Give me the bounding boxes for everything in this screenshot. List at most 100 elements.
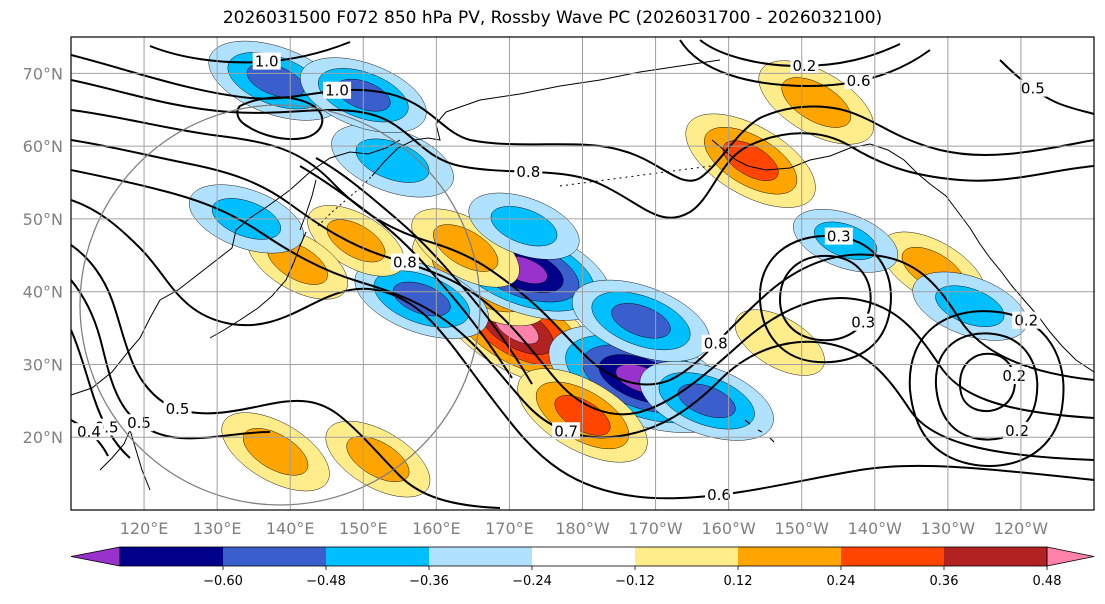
lon-tick-label: 160°W [701, 519, 756, 538]
colorbar-bin [120, 547, 224, 566]
anomaly-patch [355, 138, 430, 183]
contour-line [999, 59, 1094, 115]
contour-label-bg [514, 162, 543, 180]
pv-anomaly-shading [189, 40, 1028, 498]
contour-label-bg [74, 423, 103, 441]
contour-label: 0.4 [77, 423, 101, 441]
latitude-labels: 20°N 30°N 40°N 50°N 60°N 70°N [23, 64, 63, 447]
contour-label-bg [705, 485, 734, 503]
contour-line [71, 54, 1094, 182]
lon-tick-label: 150°W [775, 519, 830, 538]
lon-tick-label: 170°W [628, 519, 683, 538]
colorbar-tick-labels: −0.60 −0.48 −0.36 −0.24 −0.12 0.12 0.24 0.36 0.4… [203, 566, 1061, 589]
contour-label-bg [849, 313, 878, 331]
contour-label-bg [163, 400, 192, 418]
contour-label: 0.5 [166, 400, 190, 418]
contour-label-bg [844, 72, 873, 90]
coastline-japan [209, 231, 307, 339]
contour-line [71, 139, 1094, 419]
lon-tick-label: 180°W [555, 519, 610, 538]
contour-line [778, 254, 872, 342]
contour-line [958, 352, 1016, 412]
lat-tick-label: 70°N [23, 64, 63, 83]
lon-tick-label: 160°E [412, 519, 461, 538]
contour-label: 0.5 [1021, 80, 1045, 98]
coastline-siberia [445, 59, 721, 113]
contour-label: 0.8 [704, 335, 728, 353]
contour-line [71, 199, 1094, 500]
lon-tick-label: 170°E [485, 519, 534, 538]
lon-tick-label: 120°W [994, 519, 1049, 538]
lat-tick-label: 60°N [23, 137, 63, 156]
lat-tick-label: 20°N [23, 428, 63, 447]
chart-title: 2026031500 F072 850 hPa PV, Rossby Wave … [222, 8, 883, 28]
colorbar-tick-label: −0.36 [409, 574, 449, 589]
contour-label: 0.2 [1014, 312, 1038, 330]
contour-label: 0.6 [707, 486, 731, 504]
colorbar-tick-label: −0.24 [512, 574, 552, 589]
pv-contour-labels: 1.0 0.8 0.8 0.8 0.7 0.6 0.5 0.5 0.5 0.4 0.3 0.3 0.2 0… [74, 52, 1047, 504]
contour-label: 0.7 [554, 422, 578, 440]
contour-line [679, 39, 931, 88]
lon-tick-label: 150°E [339, 519, 388, 538]
coastline-hawaii [744, 419, 775, 443]
colorbar-extend-high [1046, 546, 1095, 567]
colorbar-bin [223, 547, 327, 566]
colorbar-bin [635, 547, 739, 566]
lon-tick-label: 130°E [193, 519, 242, 538]
anomaly-patch [490, 206, 558, 247]
contour-line [236, 96, 324, 140]
contour-label-bg [1012, 311, 1041, 329]
contour-line [71, 244, 501, 509]
colorbar-tick-label: −0.48 [306, 574, 346, 589]
anomaly-patch [722, 140, 779, 181]
map-frame [70, 36, 1095, 511]
lat-tick-label: 40°N [23, 283, 63, 302]
contour-line [758, 234, 892, 364]
contour-label: 0.6 [847, 72, 871, 90]
contour-line [908, 310, 1065, 467]
contour-label-bg [323, 81, 352, 99]
coastline-sakhalin [299, 179, 317, 231]
contour-line [71, 109, 1094, 386]
contour-label: 0.3 [827, 228, 851, 246]
colorbar-bin [944, 547, 1048, 566]
lon-tick-label: 140°E [266, 519, 315, 538]
colorbar-bin [532, 547, 636, 566]
coastline-aleutians [559, 165, 713, 187]
contour-line [71, 169, 1094, 461]
longitude-labels: 120°E 130°E 140°E 150°E 160°E 170°E 180°W 170°W… [120, 519, 1049, 538]
lon-tick-label: 140°W [848, 519, 903, 538]
colorbar-bin [429, 547, 533, 566]
contour-label-bg [1018, 79, 1047, 97]
contour-label-bg [252, 52, 281, 70]
contour-label: 0.2 [792, 57, 816, 75]
colorbar-tick-label: 0.24 [827, 574, 856, 589]
contour-line [299, 165, 513, 379]
contour-label: 1.0 [255, 53, 279, 71]
contour-line [934, 332, 1039, 441]
contour-label: 0.8 [393, 254, 417, 272]
graticule [71, 37, 1094, 510]
contour-line [315, 157, 533, 385]
colorbar [70, 546, 1095, 567]
colorbar-bin [326, 547, 430, 566]
colorbar-tick-label: −0.12 [615, 574, 655, 589]
anomaly-patch [433, 224, 499, 272]
contour-label-bg [125, 414, 154, 432]
contour-label: 0.8 [516, 163, 540, 181]
colorbar-extend-low [70, 546, 121, 567]
coastline-alaska [711, 139, 1094, 373]
contour-label-bg [552, 422, 581, 440]
colorbar-tick-label: 0.12 [724, 574, 753, 589]
contour-line [71, 329, 131, 459]
colorbar-tick-label: 0.36 [930, 574, 959, 589]
lat-tick-label: 30°N [23, 355, 63, 374]
contour-label: 0.2 [1005, 422, 1029, 440]
contour-line [71, 79, 1094, 219]
contour-label: 0.2 [1002, 367, 1026, 385]
contour-label: 1.0 [325, 82, 349, 100]
contour-label: 0.5 [127, 414, 151, 432]
colorbar-frame [119, 546, 1048, 567]
contour-label-bg [701, 334, 730, 352]
